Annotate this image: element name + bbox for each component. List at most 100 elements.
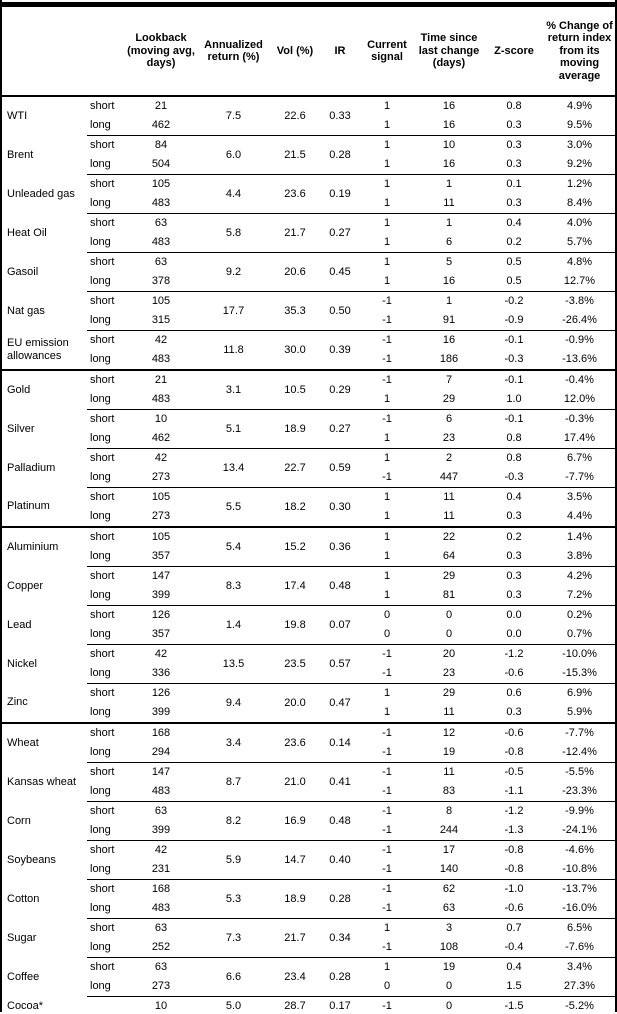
ir-cell: 0.29	[320, 369, 360, 410]
term-cell: short	[87, 369, 125, 390]
lookback-cell: 147	[125, 566, 197, 586]
lookback-cell: 105	[125, 291, 197, 311]
annualized-return-cell: 6.6	[197, 957, 270, 997]
signal-cell: 0	[383, 628, 391, 640]
table-row: Lead short 126 1.4 19.8 0.07 0 0 0.0 0.2%	[2, 605, 615, 645]
table-row: long 483 1 29 1.0 12.0%	[2, 390, 615, 410]
signal-cell: 1	[383, 100, 391, 112]
z-score-cell: -0.1	[484, 369, 544, 390]
lookback-cell: 483	[151, 236, 171, 248]
annualized-return-cell: 13.4	[197, 448, 270, 488]
term-cell: short	[87, 174, 125, 194]
signal-cell: 1	[383, 119, 391, 131]
pct-change-cell: 1.2%	[544, 174, 615, 194]
ir-cell: 0.57	[320, 644, 360, 684]
time-since-change-cell: 11	[443, 706, 455, 718]
pct-change-cell: 9.5%	[566, 119, 593, 131]
lookback-cell: 42	[125, 644, 197, 664]
term-cell: long	[90, 236, 111, 248]
table-row: long 483 -1 83 -1.1 -23.3%	[2, 782, 615, 802]
table-row: long 483 1 6 0.2 5.7%	[2, 233, 615, 253]
commodity-name: Gold	[2, 369, 87, 410]
ir-cell: 0.45	[320, 252, 360, 292]
signal-cell: -1	[360, 644, 414, 664]
time-since-change-cell: 1	[414, 213, 484, 233]
ir-cell: 0.14	[320, 722, 360, 763]
time-since-change-cell: 16	[442, 158, 456, 170]
annualized-return-cell: 7.5	[225, 109, 242, 122]
lookback-cell: 273	[151, 471, 171, 483]
pct-change-cell: 6.7%	[544, 448, 615, 468]
table-row: Cotton short 168 5.3 18.9 0.28 -1 62 -1.0 -13.7%	[2, 879, 615, 919]
time-since-change-cell: 1	[414, 291, 484, 311]
pct-change-cell: 5.7%	[566, 236, 593, 248]
time-since-change-cell: 0	[414, 996, 484, 1012]
commodity-name: Cocoa*	[7, 999, 44, 1012]
time-since-change-cell: 0	[414, 605, 484, 625]
vol-cell: 18.9	[270, 879, 320, 919]
signal-cell: 1	[360, 448, 414, 468]
table-row: long 399 -1 244 -1.3 -24.1%	[2, 821, 615, 841]
commodity-name: Sugar	[7, 931, 37, 944]
z-score-cell: 0.3	[484, 566, 544, 586]
time-since-change-cell: 11	[414, 487, 484, 507]
term-cell: long	[90, 706, 111, 718]
time-since-change-cell: 63	[442, 902, 456, 914]
ir-cell: 0.28	[320, 957, 360, 997]
time-since-change-cell: 3	[414, 918, 484, 938]
signal-cell: 1	[383, 589, 391, 601]
ir-cell: 0.48	[320, 566, 360, 606]
time-since-change-cell: 29	[414, 566, 484, 586]
header-row: Lookback (moving avg, days) Annualized r…	[2, 7, 615, 97]
vol-cell: 20.6	[270, 252, 320, 292]
z-score-cell: 0.3	[506, 158, 522, 170]
time-since-change-cell: 62	[414, 879, 484, 899]
lookback-cell: 294	[151, 746, 171, 758]
term-cell: short	[87, 644, 125, 664]
pct-change-cell: -12.4%	[562, 746, 597, 758]
table-row: Corn short 63 8.2 16.9 0.48 -1 8 -1.2 -9.9%	[2, 801, 615, 841]
table-row: long 273 1 11 0.3 4.4%	[2, 507, 615, 527]
commodity-name: Unleaded gas	[7, 187, 75, 200]
term-cell: short	[87, 722, 125, 743]
annualized-return-cell: 8.2	[197, 801, 270, 841]
term-cell: short	[87, 762, 125, 782]
pct-change-cell: -0.3%	[544, 409, 615, 429]
signal-cell: 1	[383, 706, 391, 718]
annualized-return-cell: 9.2	[197, 252, 270, 292]
vol-cell: 14.7	[270, 840, 320, 880]
signal-cell: 1	[383, 550, 391, 562]
z-score-cell: -1.3	[504, 824, 524, 836]
commodity-name: Lead	[7, 618, 32, 631]
term-cell: long	[90, 197, 111, 209]
table-row: long 273 0 0 1.5 27.3%	[2, 977, 615, 997]
lookback-cell: 42	[125, 840, 197, 860]
signal-cell: -1	[360, 369, 414, 390]
annualized-return-cell: 11.8	[197, 330, 270, 370]
ir-cell: 0.36	[320, 526, 360, 567]
table-row: long 294 -1 19 -0.8 -12.4%	[2, 743, 615, 763]
time-since-change-cell: 10	[414, 135, 484, 155]
annualized-return-cell: 5.3	[197, 879, 270, 919]
ir-cell: 0.41	[320, 762, 360, 802]
table-row: long 252 -1 108 -0.4 -7.6%	[2, 938, 615, 958]
ir-cell: 0.48	[320, 801, 360, 841]
vol-cell: 18.9	[270, 409, 320, 449]
time-since-change-cell: 108	[439, 941, 459, 953]
lookback-cell: 63	[125, 252, 197, 272]
ir-cell: 0.07	[320, 605, 360, 645]
table-row: long 483 1 11 0.3 8.4%	[2, 194, 615, 214]
term-cell: long	[90, 980, 111, 992]
time-since-change-cell: 11	[414, 762, 484, 782]
table-row: long 357 0 0 0.0 0.7%	[2, 625, 615, 645]
header-vol: Vol (%)	[270, 7, 320, 97]
lookback-cell: 483	[151, 393, 171, 405]
vol-cell: 21.5	[270, 135, 320, 175]
pct-change-cell: -4.6%	[544, 840, 615, 860]
z-score-cell: 0.3	[484, 135, 544, 155]
table-row: long 483 -1 63 -0.6 -16.0%	[2, 899, 615, 919]
z-score-cell: 0.3	[506, 119, 522, 131]
table-row: Copper short 147 8.3 17.4 0.48 1 29 0.3 4.2%	[2, 566, 615, 606]
table-row: Wheat short 168 3.4 23.6 0.14 -1 12 -0.6 -7.7%	[2, 722, 615, 763]
commodity-name: Nat gas	[7, 304, 45, 317]
